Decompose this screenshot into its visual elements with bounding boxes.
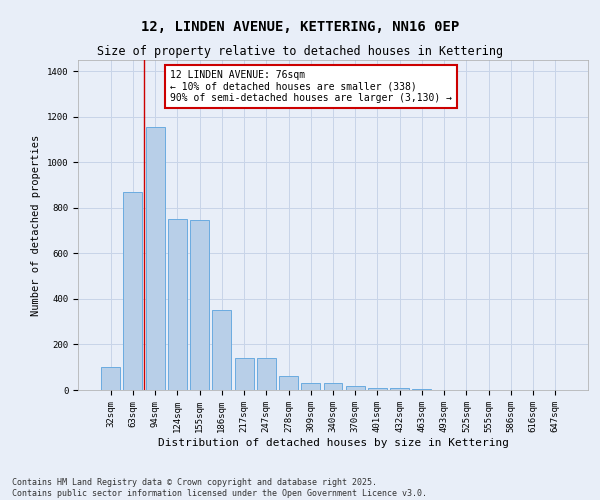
Text: Contains HM Land Registry data © Crown copyright and database right 2025.
Contai: Contains HM Land Registry data © Crown c… [12,478,427,498]
Bar [146,127,164,390]
Text: 12, LINDEN AVENUE, KETTERING, NN16 0EP: 12, LINDEN AVENUE, KETTERING, NN16 0EP [141,20,459,34]
Bar [190,220,209,390]
Bar [412,389,431,390]
Bar [323,383,343,390]
Bar [279,376,298,390]
Bar [368,388,387,390]
Text: Size of property relative to detached houses in Kettering: Size of property relative to detached ho… [97,45,503,58]
Bar [124,192,142,390]
Bar [257,358,276,390]
X-axis label: Distribution of detached houses by size in Kettering: Distribution of detached houses by size … [157,438,509,448]
Bar [168,220,187,390]
Bar [346,386,365,390]
Bar [390,388,409,390]
Bar [235,358,254,390]
Y-axis label: Number of detached properties: Number of detached properties [31,134,41,316]
Bar [301,383,320,390]
Text: 12 LINDEN AVENUE: 76sqm
← 10% of detached houses are smaller (338)
90% of semi-d: 12 LINDEN AVENUE: 76sqm ← 10% of detache… [170,70,452,103]
Bar [212,310,231,390]
Bar [101,367,120,390]
